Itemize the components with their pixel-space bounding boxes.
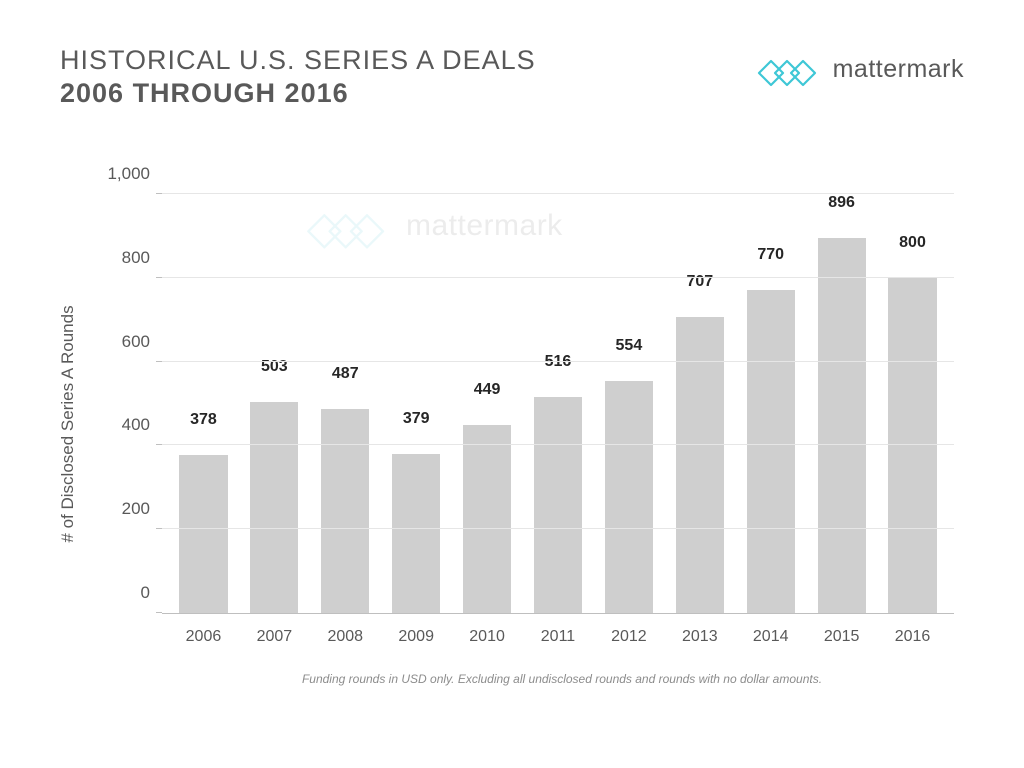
y-tick-label: 800	[122, 248, 150, 268]
x-tick-label: 2008	[310, 618, 381, 654]
footnote: Funding rounds in USD only. Excluding al…	[160, 672, 964, 686]
bar-value-label: 516	[545, 353, 572, 375]
y-tick-label: 400	[122, 415, 150, 435]
x-tick-label: 2015	[806, 618, 877, 654]
x-tick-label: 2011	[523, 618, 594, 654]
x-tick-label: 2007	[239, 618, 310, 654]
x-tick-label: 2013	[664, 618, 735, 654]
bar-value-label: 379	[403, 410, 430, 432]
bar	[818, 238, 866, 613]
x-tick-label: 2010	[452, 618, 523, 654]
bar	[250, 402, 298, 613]
bar-value-label: 800	[899, 234, 926, 256]
bar	[747, 290, 795, 613]
y-axis-label: # of Disclosed Series A Rounds	[58, 305, 78, 542]
bar-slot: 449	[452, 194, 523, 613]
x-tick-label: 2016	[877, 618, 948, 654]
grid-line	[162, 444, 954, 445]
bar-slot: 770	[735, 194, 806, 613]
header: HISTORICAL U.S. SERIES A DEALS 2006 THRO…	[60, 45, 964, 109]
bar-slot: 554	[593, 194, 664, 613]
bar-value-label: 896	[828, 194, 855, 216]
y-tick-label: 1,000	[107, 164, 150, 184]
grid-line	[162, 361, 954, 362]
bar-value-label: 378	[190, 411, 217, 433]
bar	[392, 454, 440, 613]
y-tick-label: 0	[141, 583, 150, 603]
page-container: HISTORICAL U.S. SERIES A DEALS 2006 THRO…	[0, 0, 1024, 726]
y-tick-mark	[156, 444, 162, 445]
bar-slot: 800	[877, 194, 948, 613]
y-tick-mark	[156, 361, 162, 362]
bar-value-label: 770	[757, 246, 784, 268]
x-tick-label: 2006	[168, 618, 239, 654]
y-tick-mark	[156, 193, 162, 194]
y-tick-label: 200	[122, 499, 150, 519]
chart: # of Disclosed Series A Rounds mattermar…	[90, 194, 964, 654]
x-axis-labels: 2006200720082009201020112012201320142015…	[162, 618, 954, 654]
bar-slot: 487	[310, 194, 381, 613]
bars-group: 378 503 487 379 449 516 554 707 770 896 800	[162, 194, 954, 613]
title-line-2: 2006 THROUGH 2016	[60, 78, 536, 109]
bar	[888, 278, 936, 613]
bar-value-label: 487	[332, 365, 359, 387]
bar	[534, 397, 582, 613]
bar-value-label: 554	[616, 337, 643, 359]
brand-text: mattermark	[833, 55, 964, 84]
bar-slot: 379	[381, 194, 452, 613]
x-tick-label: 2014	[735, 618, 806, 654]
bar-slot: 378	[168, 194, 239, 613]
y-tick-mark	[156, 528, 162, 529]
bar	[605, 381, 653, 613]
brand: mattermark	[755, 51, 964, 87]
bar	[463, 425, 511, 613]
bar-slot: 896	[806, 194, 877, 613]
x-tick-label: 2012	[593, 618, 664, 654]
y-tick-label: 600	[122, 332, 150, 352]
bar-slot: 503	[239, 194, 310, 613]
y-tick-mark	[156, 277, 162, 278]
bar-slot: 707	[664, 194, 735, 613]
grid-line	[162, 193, 954, 194]
chart-plot-area: mattermark 37850348737944951655470777089…	[162, 194, 954, 614]
title-line-1: HISTORICAL U.S. SERIES A DEALS	[60, 45, 536, 76]
grid-line	[162, 277, 954, 278]
bar	[321, 409, 369, 613]
bar-slot: 516	[523, 194, 594, 613]
bar-value-label: 449	[474, 381, 501, 403]
grid-line	[162, 528, 954, 529]
x-tick-label: 2009	[381, 618, 452, 654]
bar	[179, 455, 227, 613]
y-tick-mark	[156, 612, 162, 613]
mattermark-logo-icon	[755, 51, 821, 87]
title-block: HISTORICAL U.S. SERIES A DEALS 2006 THRO…	[60, 45, 536, 109]
